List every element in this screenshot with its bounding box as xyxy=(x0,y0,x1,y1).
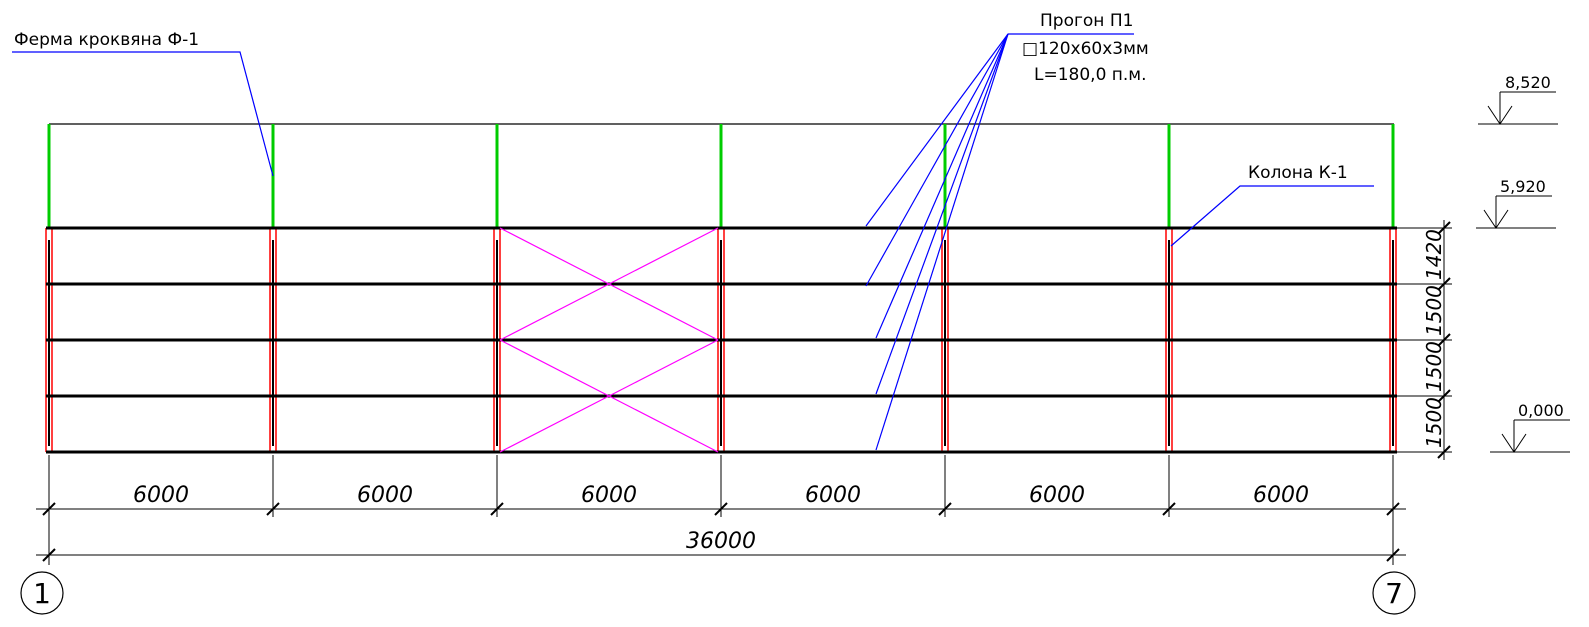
bay-dim-3: 6000 xyxy=(581,483,637,508)
level-8520: 8,520 xyxy=(1505,73,1551,92)
axis-marker-7 xyxy=(1372,571,1416,615)
total-dimension-line xyxy=(36,548,1406,562)
level-5920: 5,920 xyxy=(1500,177,1546,196)
vdim-1500-c: 1500 xyxy=(1422,397,1446,448)
vertical-dimension-line xyxy=(1397,220,1452,460)
level-mark-8520 xyxy=(1478,91,1558,125)
purlin-title: Прогон П1 xyxy=(1040,11,1133,31)
level-mark-0000 xyxy=(1490,419,1570,453)
column-label: Колона К-1 xyxy=(1248,163,1348,183)
bay-dim-5: 6000 xyxy=(1029,483,1085,508)
cross-bracing xyxy=(499,227,719,453)
bay-dim-2: 6000 xyxy=(357,483,413,508)
axis-marker-1 xyxy=(20,571,64,615)
bay-dim-6: 6000 xyxy=(1253,483,1309,508)
vdim-1420: 1420 xyxy=(1422,229,1446,280)
column-leader xyxy=(1170,185,1374,247)
purlin-length: L=180,0 п.м. xyxy=(1034,65,1147,85)
axis-label-7: 7 xyxy=(1385,577,1403,610)
level-0000: 0,000 xyxy=(1518,401,1564,420)
total-dim: 36000 xyxy=(686,529,756,554)
purlin-section: □120х60х3мм xyxy=(1022,39,1149,59)
purlins xyxy=(46,226,1397,454)
vdim-1500-a: 1500 xyxy=(1422,285,1446,336)
purlin-leaders xyxy=(865,33,1134,451)
truss-leader xyxy=(12,51,274,177)
bay-dimension-line xyxy=(36,455,1406,565)
level-mark-5920 xyxy=(1476,195,1556,229)
bay-dim-4: 6000 xyxy=(805,483,861,508)
truss-verticals xyxy=(47,124,1395,228)
truss-label: Ферма кроквяна Ф-1 xyxy=(14,30,199,50)
bay-dim-1: 6000 xyxy=(133,483,189,508)
axis-label-1: 1 xyxy=(33,577,51,610)
vdim-1500-b: 1500 xyxy=(1422,341,1446,392)
